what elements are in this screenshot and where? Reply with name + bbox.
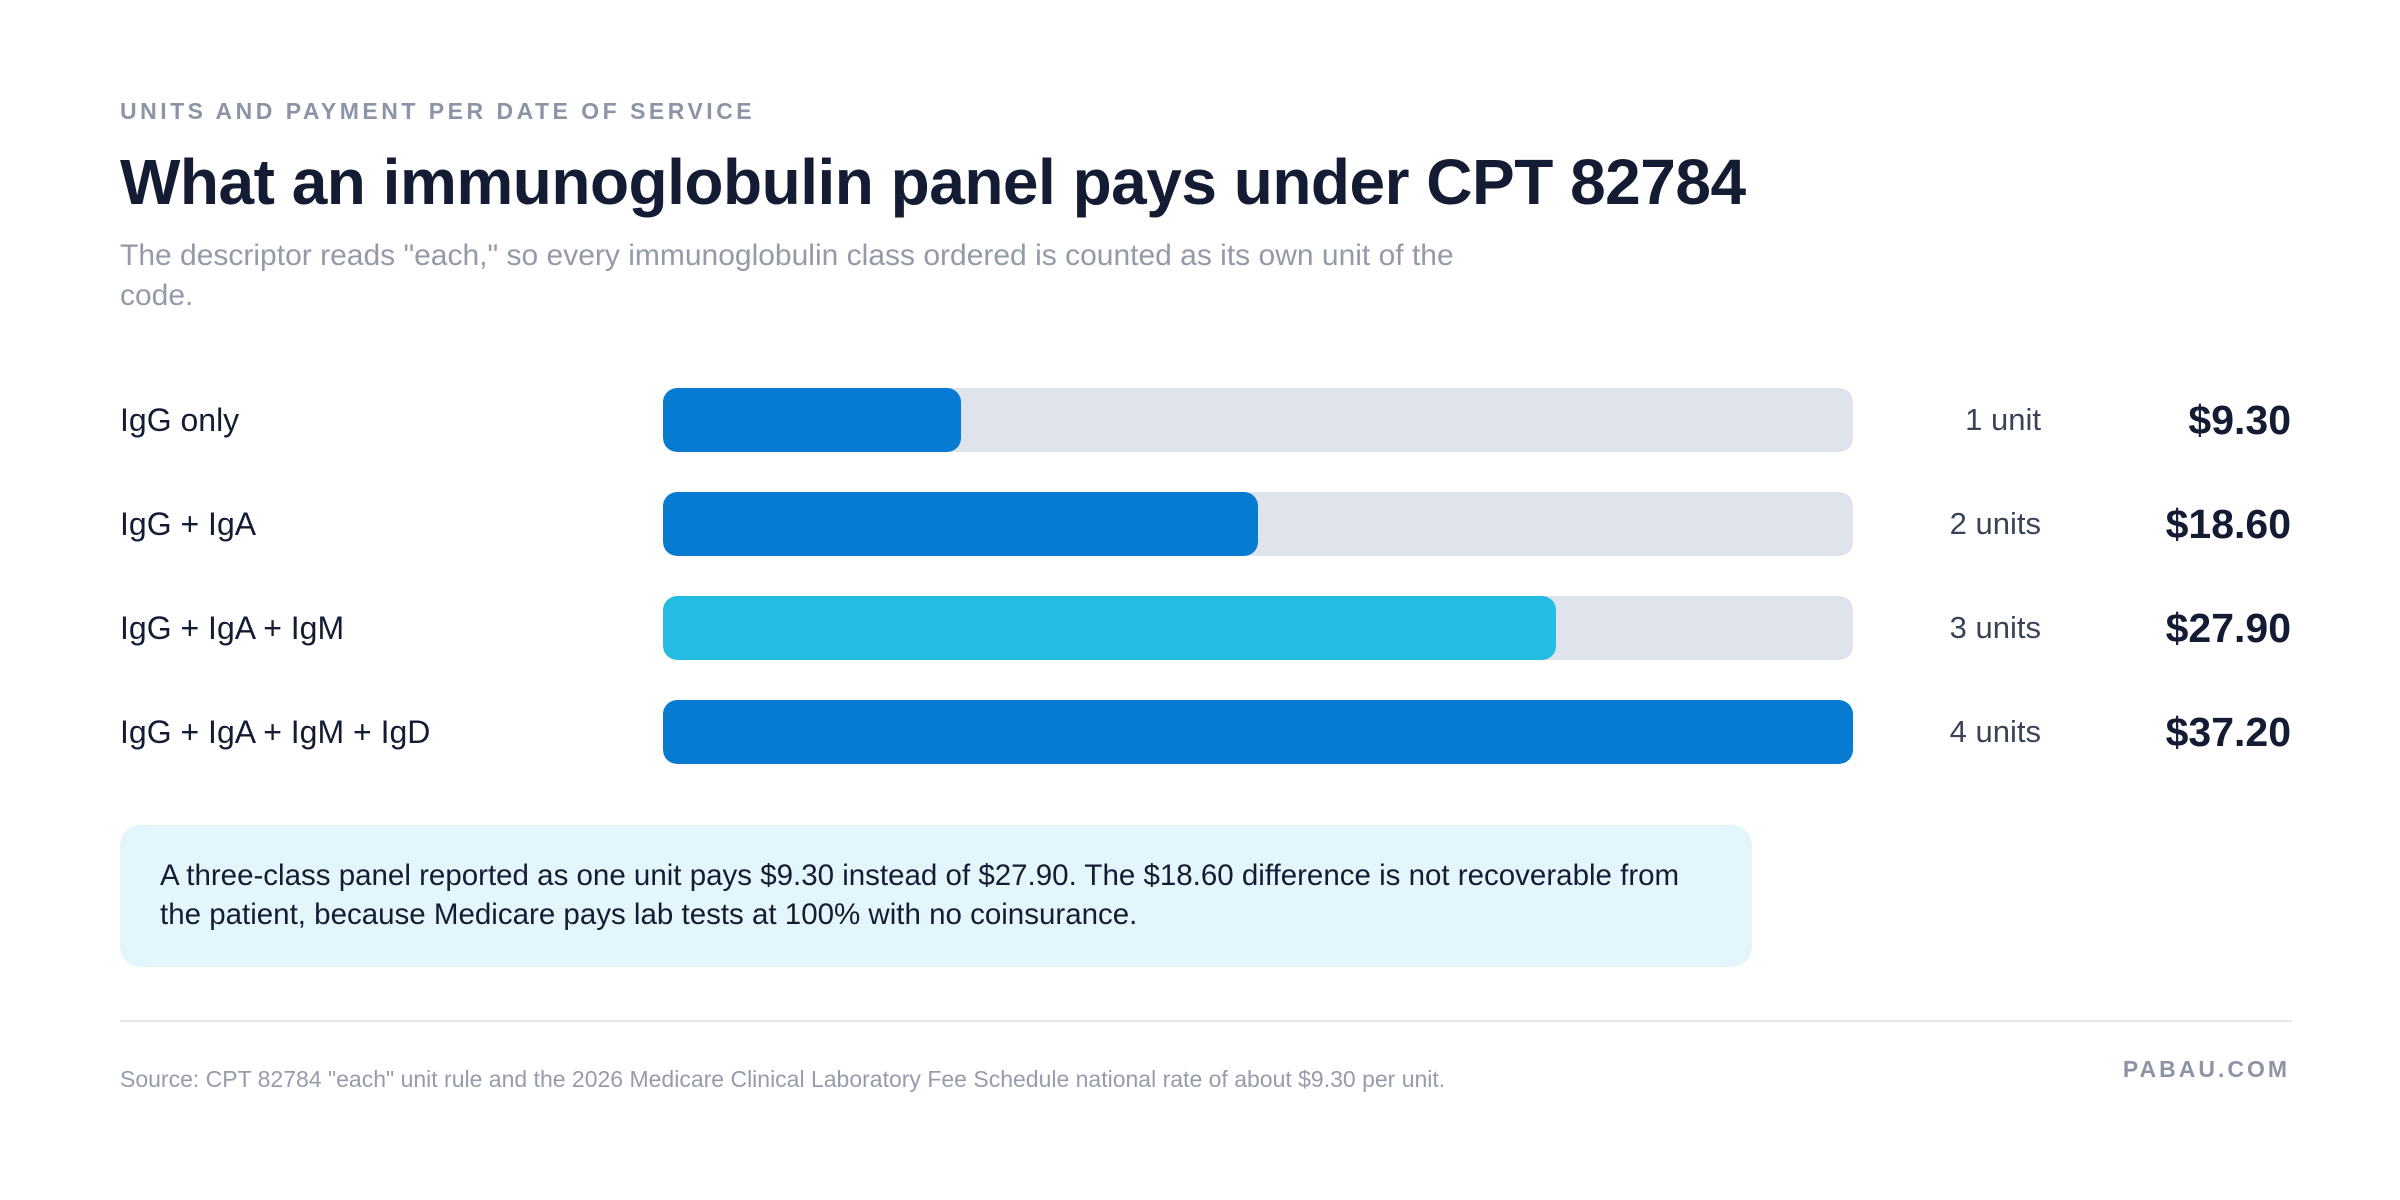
- unit-count-label: 2 units: [1949, 506, 2041, 541]
- payment-amount-label: $27.90: [2165, 605, 2291, 651]
- payment-amount-label: $18.60: [2165, 501, 2291, 547]
- bar-track: [663, 388, 1853, 452]
- payment-amount-label: $9.30: [2188, 397, 2291, 443]
- chart-title: What an immunoglobulin panel pays under …: [120, 146, 1746, 218]
- bar: [663, 596, 1556, 660]
- callout-box: A three-class panel reported as one unit…: [120, 825, 1752, 967]
- bar-track: [663, 700, 1853, 764]
- chart-subtitle: The descriptor reads "each," so every im…: [120, 239, 1454, 312]
- bar: [663, 700, 1853, 764]
- category-label: IgG only: [120, 402, 240, 438]
- brand-logo-text: PABAU.COM: [2122, 1056, 2290, 1082]
- footer-divider: [120, 1020, 2292, 1022]
- category-label: IgG + IgA + IgM + IgD: [120, 714, 431, 750]
- bar-track: [663, 596, 1853, 660]
- bar: [663, 388, 961, 452]
- category-label: IgG + IgA + IgM: [120, 610, 345, 646]
- bar-track: [663, 492, 1853, 556]
- payment-amount-label: $37.20: [2165, 709, 2291, 755]
- source-note: Source: CPT 82784 "each" unit rule and t…: [120, 1066, 1446, 1092]
- category-label: IgG + IgA: [120, 506, 257, 542]
- bar: [663, 492, 1258, 556]
- chart-eyebrow: UNITS AND PAYMENT PER DATE OF SERVICE: [120, 98, 756, 124]
- callout-text: A three-class panel reported as one unit…: [160, 859, 1680, 931]
- unit-count-label: 1 unit: [1965, 402, 2041, 437]
- unit-count-label: 3 units: [1949, 610, 2041, 645]
- unit-count-label: 4 units: [1949, 714, 2041, 749]
